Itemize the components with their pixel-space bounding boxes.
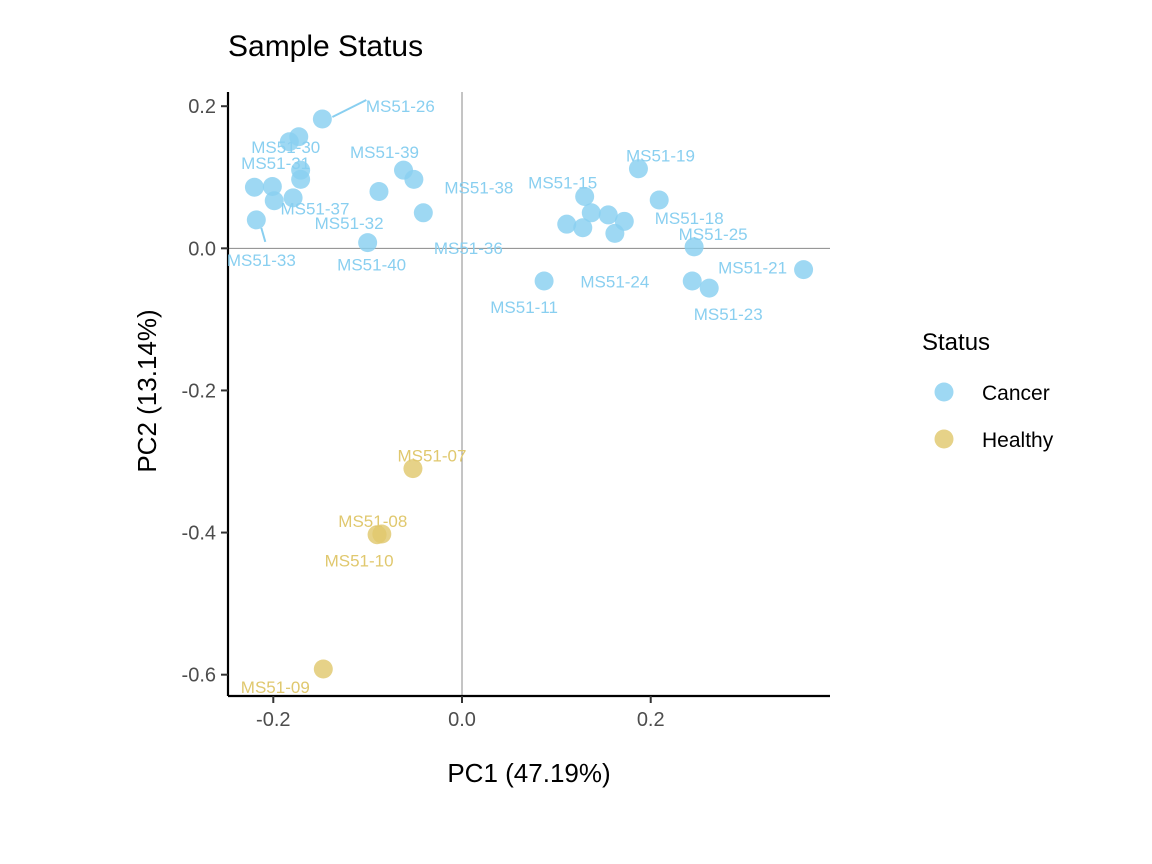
data-point-cancer-ms51-33 [246, 210, 266, 230]
x-tick-label: -0.2 [256, 709, 290, 731]
point-label-ms51-07: MS51-07 [397, 447, 466, 466]
data-point-cancer-ms51-24 [605, 223, 625, 243]
x-axis-title: PC1 (47.19%) [447, 758, 610, 788]
data-point-cancer-2 [279, 132, 299, 152]
data-point-cancer-ms51-40 [358, 233, 378, 253]
data-point-cancer-7 [264, 191, 284, 211]
point-label-ms51-33: MS51-33 [227, 251, 296, 270]
point-label-ms51-31: MS51-31 [241, 154, 310, 173]
point-label-ms51-30: MS51-30 [251, 138, 320, 157]
data-point-cancer-ms51-38 [404, 169, 424, 189]
data-point-cancer-5 [244, 177, 264, 197]
point-label-ms51-37: MS51-37 [280, 199, 349, 218]
y-tick-label: -0.6 [182, 665, 216, 687]
data-point-cancer-ms51-37 [369, 181, 389, 201]
point-label-ms51-08: MS51-08 [338, 512, 407, 531]
data-point-cancer-ms51-36 [413, 203, 433, 223]
point-label-ms51-11: MS51-11 [490, 298, 558, 317]
legend-key-healthy [934, 429, 954, 449]
y-axis-title: PC2 (13.14%) [132, 309, 162, 472]
data-point-cancer-ms51-32 [283, 188, 303, 208]
data-point-cancer-ms51-26 [312, 109, 332, 129]
data-point-cancer-18 [573, 218, 593, 238]
y-tick-label: -0.2 [182, 380, 216, 402]
point-label-ms51-32: MS51-32 [315, 214, 384, 233]
data-point-cancer-ms51-19 [628, 159, 648, 179]
point-label-ms51-21: MS51-21 [718, 259, 787, 278]
data-point-cancer-20 [598, 205, 618, 225]
data-point-cancer-ms51-15 [575, 186, 595, 206]
zero-reference-lines [228, 92, 830, 696]
point-label-ms51-40: MS51-40 [337, 256, 406, 275]
y-tick-label: 0.0 [188, 238, 216, 260]
point-label-ms51-19: MS51-19 [626, 147, 695, 166]
point-label-ms51-18: MS51-18 [655, 209, 724, 228]
axes: -0.2 0.0 0.2 0.2 0.0 -0.2 -0.4 -0.6 [182, 92, 830, 731]
point-label-ms51-26: MS51-26 [366, 97, 435, 116]
data-point-cancer-ms51-11 [534, 271, 554, 291]
x-tick-label: 0.0 [448, 709, 476, 731]
data-points [244, 109, 814, 679]
legend-label-healthy: Healthy [982, 429, 1054, 452]
y-tick-label: -0.4 [182, 523, 216, 545]
data-point-cancer-26 [682, 271, 702, 291]
data-point-cancer-ms51-21 [794, 260, 814, 280]
y-tick-label: 0.2 [188, 96, 216, 118]
legend-key-cancer [934, 382, 954, 402]
point-label-ms51-38: MS51-38 [444, 178, 513, 197]
data-point-cancer-ms51-18 [649, 190, 669, 210]
data-point-cancer-4 [291, 169, 311, 189]
label-connector-ms51-33 [260, 227, 267, 243]
legend-label-cancer: Cancer [982, 382, 1050, 405]
data-point-healthy-ms51-09 [313, 659, 333, 679]
data-point-cancer-17 [557, 214, 577, 234]
label-connector-ms51-26 [331, 99, 367, 118]
point-label-ms51-24: MS51-24 [580, 272, 649, 291]
point-label-ms51-39: MS51-39 [350, 143, 419, 162]
legend: Status Cancer Healthy [922, 329, 1054, 452]
chart-title: Sample Status [228, 30, 423, 63]
point-label-ms51-36: MS51-36 [434, 239, 503, 258]
data-point-cancer-6 [262, 177, 282, 197]
point-label-ms51-15: MS51-15 [528, 173, 597, 192]
point-label-ms51-10: MS51-10 [325, 552, 394, 571]
label-connectors [260, 99, 367, 243]
data-point-cancer-ms51-23 [699, 278, 719, 298]
legend-title: Status [922, 329, 990, 356]
data-point-healthy-ms51-10 [367, 525, 387, 545]
data-point-cancer-19 [581, 203, 601, 223]
point-label-ms51-25: MS51-25 [679, 225, 748, 244]
point-label-ms51-23: MS51-23 [694, 305, 763, 324]
data-point-healthy-ms51-07 [403, 459, 423, 479]
data-point-cancer-ms51-25 [684, 237, 704, 257]
point-label-ms51-09: MS51-09 [241, 678, 310, 697]
x-tick-label: 0.2 [637, 709, 665, 731]
